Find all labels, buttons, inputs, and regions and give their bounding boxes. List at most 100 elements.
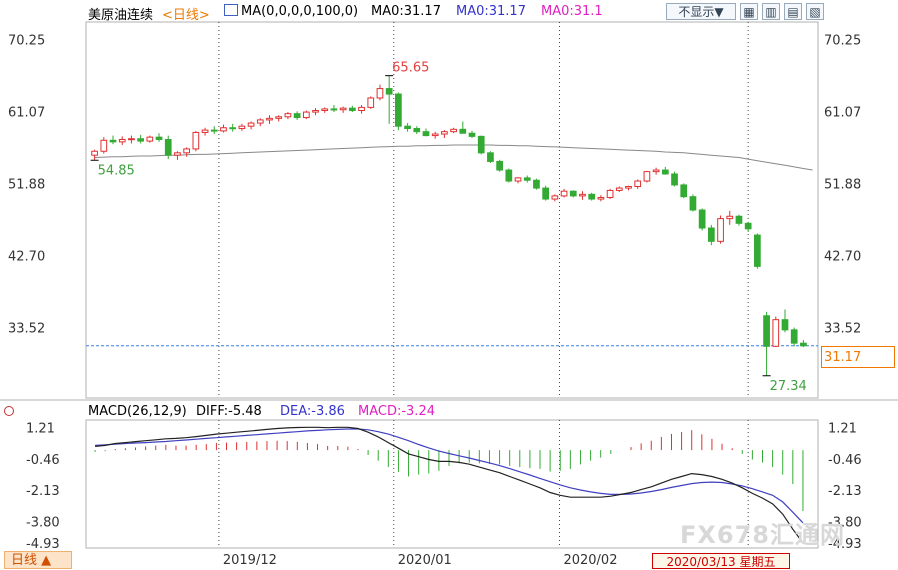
display-dropdown[interactable]: 不显示▼ xyxy=(666,3,736,20)
price-tick-right: 51.88 xyxy=(824,178,861,193)
candle xyxy=(634,179,642,189)
candle-body xyxy=(754,234,761,267)
period-tab[interactable]: 日线 ▲ xyxy=(4,551,72,569)
candle xyxy=(689,194,697,212)
candle-body xyxy=(192,131,200,150)
candle xyxy=(579,191,586,200)
macd-tick-right: -0.46 xyxy=(828,453,862,468)
candle-body xyxy=(302,111,310,119)
candle xyxy=(109,135,117,145)
candle-body xyxy=(698,209,706,229)
candle-body xyxy=(652,169,660,173)
candle xyxy=(404,123,411,132)
candle-body xyxy=(385,88,393,95)
candle-body xyxy=(505,169,513,182)
macd-tick-left: 1.21 xyxy=(26,421,55,436)
candle-body xyxy=(229,127,237,130)
candle xyxy=(192,130,200,152)
candle-body xyxy=(210,129,218,132)
candle xyxy=(183,147,191,157)
candle-body xyxy=(477,135,485,154)
candle-body xyxy=(726,215,734,220)
candle-body xyxy=(348,107,356,112)
candle xyxy=(560,188,568,198)
candle-body xyxy=(164,139,172,156)
candle xyxy=(514,177,522,184)
macd-dea-line xyxy=(95,428,804,524)
date-axis-label: 2019/12 xyxy=(222,553,277,568)
candles-layer xyxy=(91,75,807,376)
candle-body xyxy=(441,131,448,135)
price-tick-left: 70.25 xyxy=(8,34,45,49)
layout-icon[interactable]: ▥ xyxy=(762,3,780,20)
macd-tick-right: 1.21 xyxy=(828,421,857,436)
candle xyxy=(137,134,144,144)
candle xyxy=(661,166,669,175)
candle-body xyxy=(284,113,292,118)
ma-value-3: MA0:31.1 xyxy=(541,4,603,19)
candle-body xyxy=(450,128,457,133)
grid-icon[interactable]: ▦ xyxy=(740,3,758,20)
candle-body xyxy=(146,136,154,142)
candle xyxy=(155,133,163,142)
price-tick-right: 42.70 xyxy=(824,249,861,264)
candle xyxy=(146,135,154,143)
candle-body xyxy=(496,160,503,171)
candle-body xyxy=(772,319,780,347)
chart-toggle-icon[interactable]: ▤ xyxy=(784,3,802,20)
candle xyxy=(533,178,540,190)
candle-body xyxy=(312,110,319,113)
ma-indicator-label: MA(0,0,0,0,100,0) xyxy=(224,4,358,19)
macd-settings-icon[interactable] xyxy=(4,406,14,416)
macd-layer: 1.21 1.21 -0.46 -0.46 -2.13 -2.13 -3.80 -3.80 -4… xyxy=(26,421,862,552)
extreme-label: 27.34 xyxy=(770,379,807,394)
candle xyxy=(275,115,283,122)
candle-body xyxy=(634,180,642,187)
instrument-title: 美原油连续 xyxy=(88,8,154,23)
candle-body xyxy=(588,193,596,200)
candle-body xyxy=(606,189,614,198)
candle-body xyxy=(321,108,329,112)
candle xyxy=(284,112,292,120)
candle xyxy=(302,110,310,120)
candle-body xyxy=(643,171,651,182)
candle xyxy=(468,130,476,138)
candle-body xyxy=(395,93,402,127)
candle-body xyxy=(339,107,347,111)
candle-body xyxy=(330,108,338,111)
candle-body xyxy=(533,179,540,189)
price-tick-right: 70.25 xyxy=(824,34,861,49)
candle xyxy=(772,316,780,348)
macd-tick-left: -2.13 xyxy=(26,484,60,499)
candle-body xyxy=(579,193,586,197)
candle-body xyxy=(128,138,135,141)
candle xyxy=(441,130,448,138)
candle xyxy=(505,168,513,183)
candle xyxy=(376,84,384,101)
candle xyxy=(395,92,402,131)
candle-body xyxy=(422,131,430,137)
candle-body xyxy=(201,129,209,133)
candle xyxy=(606,188,614,200)
chart-icon xyxy=(224,4,238,16)
candle-body xyxy=(597,196,605,200)
macd-tick-right: -4.93 xyxy=(828,537,862,552)
candle xyxy=(615,186,623,192)
period-label[interactable]: <日线> xyxy=(162,8,210,23)
candle-body xyxy=(367,97,375,108)
candle-body xyxy=(625,186,632,189)
candle xyxy=(220,124,227,133)
candle xyxy=(348,105,356,113)
macd-title: MACD(26,12,9) xyxy=(88,404,187,419)
candle-body xyxy=(661,169,669,175)
candle xyxy=(330,105,338,113)
candle xyxy=(754,233,761,269)
candle-body xyxy=(431,133,439,137)
candle xyxy=(247,121,255,130)
candle-body xyxy=(735,215,743,224)
watermark-text: FX678汇通网 xyxy=(680,521,845,549)
candle-body xyxy=(560,190,568,197)
candle xyxy=(680,183,688,199)
settings-icon[interactable]: ▧ xyxy=(806,3,824,20)
